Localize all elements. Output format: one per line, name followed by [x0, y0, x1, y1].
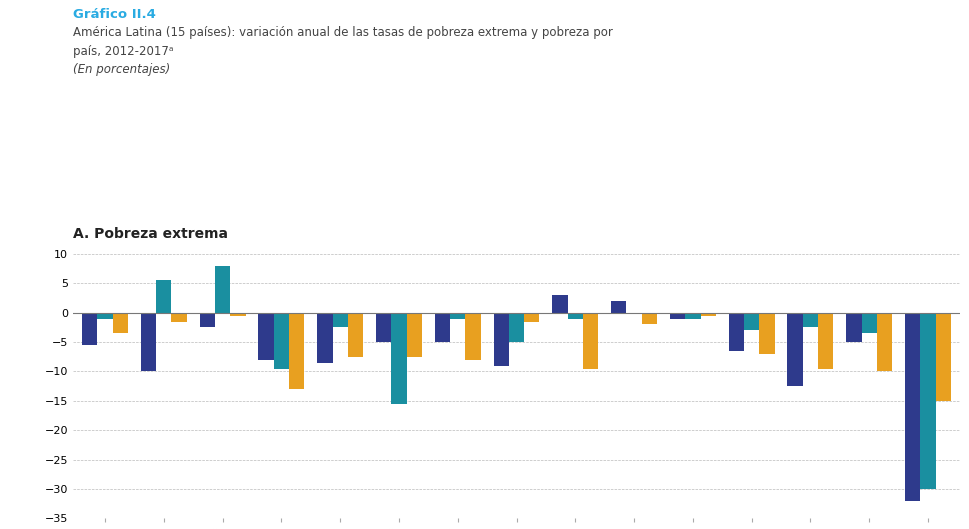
Bar: [626, 313, 641, 314]
Text: (En porcentajes): (En porcentajes): [73, 63, 170, 77]
Bar: [289, 313, 304, 389]
Bar: [876, 313, 891, 371]
Bar: [215, 266, 230, 313]
Bar: [434, 313, 450, 342]
Bar: [376, 313, 391, 342]
Bar: [567, 313, 582, 318]
Bar: [860, 313, 876, 333]
Bar: [112, 313, 128, 333]
Bar: [728, 313, 743, 351]
Bar: [317, 313, 332, 363]
Text: A. Pobreza extrema: A. Pobreza extrema: [73, 227, 228, 241]
Bar: [172, 313, 187, 322]
Bar: [904, 313, 920, 501]
Text: América Latina (15 países): variación anual de las tasas de pobreza extrema y po: América Latina (15 países): variación an…: [73, 26, 612, 40]
Bar: [641, 313, 656, 324]
Bar: [700, 313, 715, 316]
Bar: [332, 313, 348, 327]
Bar: [200, 313, 215, 327]
Bar: [670, 313, 684, 318]
Bar: [523, 313, 539, 322]
Bar: [743, 313, 759, 330]
Bar: [551, 295, 567, 313]
Bar: [509, 313, 523, 342]
Bar: [920, 313, 935, 489]
Bar: [802, 313, 817, 327]
Text: país, 2012-2017ᵃ: país, 2012-2017ᵃ: [73, 45, 173, 58]
Bar: [391, 313, 406, 404]
Bar: [465, 313, 481, 360]
Bar: [610, 301, 626, 313]
Bar: [82, 313, 97, 345]
Bar: [582, 313, 598, 369]
Bar: [406, 313, 422, 357]
Bar: [141, 313, 156, 371]
Bar: [935, 313, 950, 401]
Bar: [845, 313, 860, 342]
Bar: [156, 280, 172, 313]
Bar: [817, 313, 832, 369]
Bar: [97, 313, 112, 318]
Bar: [273, 313, 289, 369]
Bar: [493, 313, 509, 366]
Text: Gráfico II.4: Gráfico II.4: [73, 8, 155, 21]
Bar: [450, 313, 465, 318]
Bar: [684, 313, 700, 318]
Bar: [348, 313, 362, 357]
Bar: [230, 313, 245, 316]
Bar: [759, 313, 774, 354]
Bar: [787, 313, 802, 386]
Bar: [258, 313, 273, 360]
